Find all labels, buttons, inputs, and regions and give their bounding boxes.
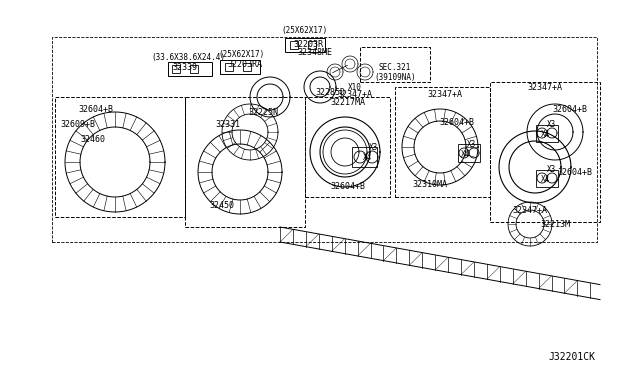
Bar [225,63,233,71]
Text: (25X62X17): (25X62X17) [219,49,265,58]
Bar [55,97,185,217]
Bar [308,41,316,49]
Bar [220,60,260,74]
Text: (39109NA): (39109NA) [374,73,416,81]
Text: X3: X3 [467,140,477,148]
Text: 32347+A: 32347+A [428,90,463,99]
Bar [285,38,325,52]
Bar [490,82,600,222]
Bar [536,125,558,142]
Text: 32348ME: 32348ME [298,48,333,57]
Text: 32203RA: 32203RA [227,60,262,68]
Bar [305,97,390,197]
Bar [190,65,198,73]
Text: X3: X3 [547,119,557,128]
Text: SEC.321: SEC.321 [379,62,411,71]
Text: X10: X10 [348,83,362,92]
Text: 32604+B: 32604+B [78,105,113,113]
Text: (25X62X17): (25X62X17) [282,26,328,35]
Text: 32347+A: 32347+A [337,90,372,99]
Text: 32604+B: 32604+B [440,118,474,126]
Bar [52,37,597,242]
Text: X4: X4 [541,174,550,183]
Bar [185,97,305,227]
Bar [458,144,480,162]
Text: 32609+B: 32609+B [60,119,95,128]
Text: X4: X4 [364,153,372,161]
Text: J32201CK: J32201CK [548,352,595,362]
Text: X3: X3 [369,142,379,151]
Text: X4: X4 [541,129,550,138]
Text: X3: X3 [547,164,557,173]
Bar [243,63,251,71]
Text: 32225N: 32225N [248,108,278,116]
Text: 32213M: 32213M [540,219,570,228]
Text: 32310MA: 32310MA [413,180,447,189]
Text: 32331: 32331 [216,119,241,128]
Text: 32203R: 32203R [293,39,323,48]
Bar [290,41,298,49]
Bar [172,65,180,73]
Bar [168,62,212,76]
Text: 32450: 32450 [209,201,234,209]
Bar [352,147,377,167]
Text: 32347+A: 32347+A [513,205,547,215]
Bar [536,170,558,187]
Bar [395,87,490,197]
Bar [360,47,430,82]
Text: 32217MA: 32217MA [330,97,365,106]
Text: (33.6X38.6X24.4): (33.6X38.6X24.4) [151,52,225,61]
Text: 32604+B: 32604+B [552,105,588,113]
Text: 32604+B: 32604+B [557,167,593,176]
Text: 32339: 32339 [173,62,198,71]
Text: 32604+B: 32604+B [330,182,365,190]
Text: 32347+A: 32347+A [527,83,563,92]
Text: 32460: 32460 [80,135,105,144]
Text: 32285D: 32285D [315,87,345,96]
Text: X4: X4 [461,150,470,158]
